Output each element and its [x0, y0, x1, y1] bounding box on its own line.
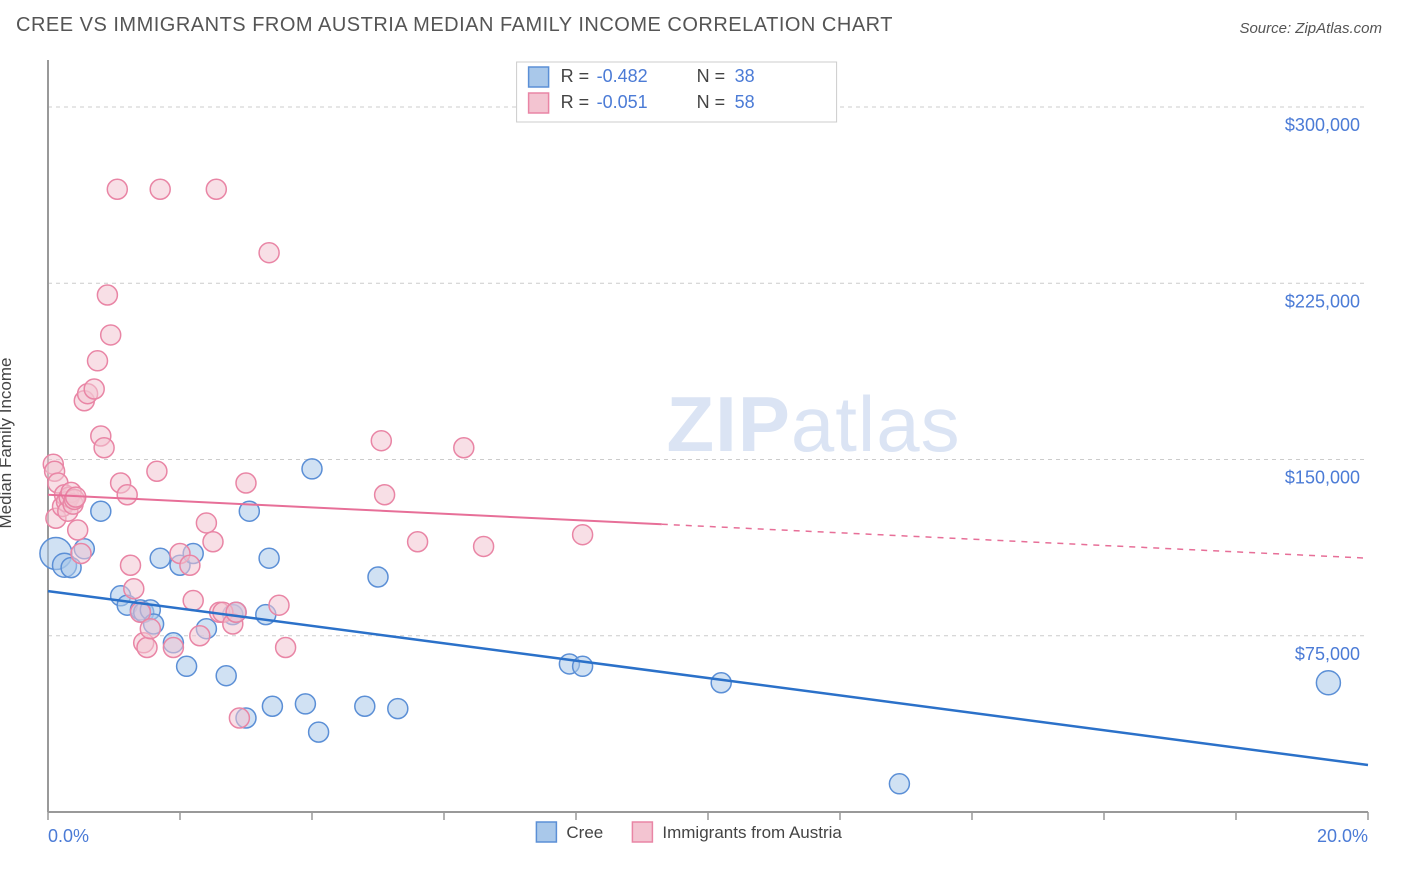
cree-point — [91, 501, 111, 521]
cree-trendline — [48, 591, 1368, 765]
austria-point — [196, 513, 216, 533]
austria-point — [573, 525, 593, 545]
cree-point — [889, 774, 909, 794]
cree-point — [216, 666, 236, 686]
austria-swatch-icon — [529, 93, 549, 113]
austria-point — [97, 285, 117, 305]
chart-container: Median Family Income $75,000$150,000$225… — [16, 48, 1392, 838]
cree-point — [302, 459, 322, 479]
cree-swatch-icon — [529, 67, 549, 87]
austria-point — [137, 638, 157, 658]
cree-R-label: R = — [561, 66, 590, 86]
austria-N-value: 58 — [735, 92, 755, 112]
austria-point — [84, 379, 104, 399]
austria-N-label: N = — [697, 92, 726, 112]
cree-point — [368, 567, 388, 587]
y-tick-label: $300,000 — [1285, 115, 1360, 135]
watermark: ZIPatlas — [667, 380, 961, 468]
austria-point — [180, 555, 200, 575]
cree-point — [388, 699, 408, 719]
cree-point — [1316, 671, 1340, 695]
cree-N-value: 38 — [735, 66, 755, 86]
x-min-label: 0.0% — [48, 826, 89, 846]
austria-point — [190, 626, 210, 646]
austria-trendline — [48, 495, 662, 525]
austria-legend-swatch-icon — [632, 822, 652, 842]
austria-point — [88, 351, 108, 371]
austria-point — [276, 638, 296, 658]
austria-point — [94, 438, 114, 458]
austria-point — [474, 536, 494, 556]
cree-N-label: N = — [697, 66, 726, 86]
cree-point — [262, 696, 282, 716]
austria-R-value: -0.051 — [597, 92, 648, 112]
austria-point — [71, 544, 91, 564]
cree-legend-label: Cree — [566, 823, 603, 842]
chart-svg: $75,000 $150,000 $225,000 $300,000 ZIPatlas 0… — [16, 48, 1392, 868]
y-tick-label: $150,000 — [1285, 468, 1360, 488]
austria-point — [236, 473, 256, 493]
austria-point — [140, 619, 160, 639]
cree-point — [355, 696, 375, 716]
austria-R-label: R = — [561, 92, 590, 112]
austria-point — [375, 485, 395, 505]
x-max-label: 20.0% — [1317, 826, 1368, 846]
austria-point — [229, 708, 249, 728]
austria-point — [68, 520, 88, 540]
austria-point — [121, 555, 141, 575]
austria-point — [226, 602, 246, 622]
cree-R-value: -0.482 — [597, 66, 648, 86]
austria-point — [371, 431, 391, 451]
austria-point — [454, 438, 474, 458]
austria-point — [203, 532, 223, 552]
austria-point — [408, 532, 428, 552]
cree-point — [259, 548, 279, 568]
cree-point — [711, 673, 731, 693]
austria-point — [150, 179, 170, 199]
chart-source: Source: ZipAtlas.com — [1239, 20, 1382, 37]
chart-title: CREE VS IMMIGRANTS FROM AUSTRIA MEDIAN F… — [16, 14, 893, 37]
austria-point — [163, 638, 183, 658]
austria-point — [101, 325, 121, 345]
austria-point — [259, 243, 279, 263]
cree-point — [573, 656, 593, 676]
austria-point — [124, 579, 144, 599]
austria-point — [206, 179, 226, 199]
austria-point — [117, 485, 137, 505]
austria-legend-label: Immigrants from Austria — [662, 823, 842, 842]
austria-point — [269, 595, 289, 615]
y-tick-label: $75,000 — [1295, 644, 1360, 664]
y-tick-label: $225,000 — [1285, 291, 1360, 311]
cree-point — [295, 694, 315, 714]
austria-point — [183, 591, 203, 611]
cree-legend-swatch-icon — [536, 822, 556, 842]
y-axis-label: Median Family Income — [0, 357, 16, 528]
cree-point — [150, 548, 170, 568]
austria-point — [147, 461, 167, 481]
austria-trendline-dashed — [662, 524, 1368, 558]
cree-point — [177, 656, 197, 676]
cree-point — [309, 722, 329, 742]
austria-point — [107, 179, 127, 199]
